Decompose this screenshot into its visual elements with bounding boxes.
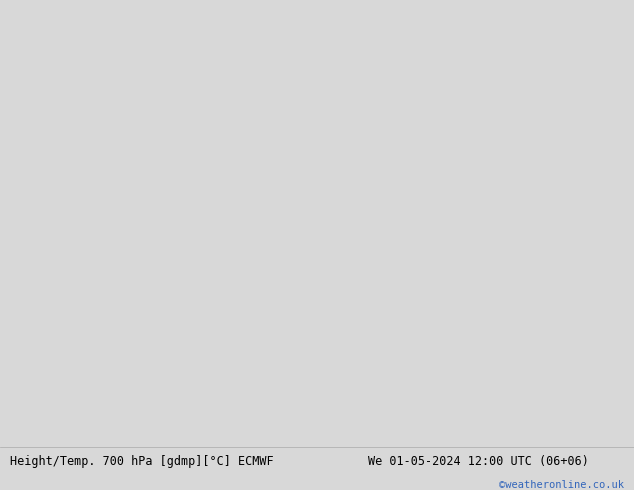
Text: ©weatheronline.co.uk: ©weatheronline.co.uk: [500, 480, 624, 490]
Text: Height/Temp. 700 hPa [gdmp][°C] ECMWF: Height/Temp. 700 hPa [gdmp][°C] ECMWF: [10, 456, 273, 468]
Text: We 01-05-2024 12:00 UTC (06+06): We 01-05-2024 12:00 UTC (06+06): [368, 456, 588, 468]
